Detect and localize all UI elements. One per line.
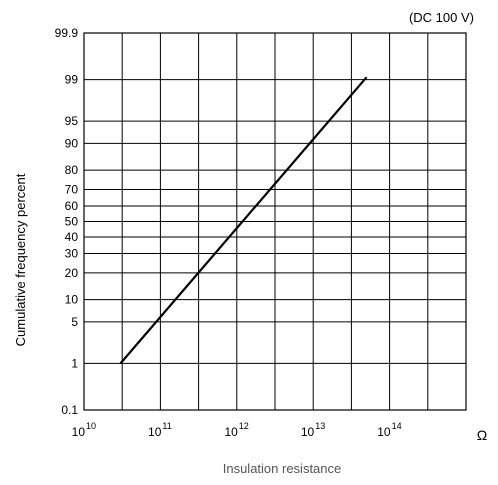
y-tick-label: 70 <box>65 183 79 197</box>
x-tick-exponent: 10 <box>86 421 96 431</box>
x-tick-labels: 10 10 10 11 10 12 10 13 10 14 <box>72 421 402 439</box>
y-tick-label: 5 <box>71 315 78 329</box>
y-tick-label: 20 <box>65 266 79 280</box>
x-tick-base: 10 <box>148 425 162 439</box>
x-unit-label: Ω <box>477 427 487 443</box>
y-tick-label: 90 <box>65 136 79 150</box>
x-tick-base: 10 <box>72 425 86 439</box>
y-tick-label: 95 <box>65 114 79 128</box>
x-tick-exponent: 13 <box>315 421 325 431</box>
y-tick-label: 99.9 <box>55 26 79 40</box>
x-tick-label: 10 14 <box>377 421 401 439</box>
x-tick-exponent: 11 <box>162 421 171 431</box>
y-tick-label: 40 <box>65 230 79 244</box>
series-line <box>119 76 368 365</box>
y-tick-label: 99 <box>65 73 79 87</box>
x-tick-label: 10 11 <box>148 421 172 439</box>
y-tick-label: 0.1 <box>61 403 78 417</box>
x-axis-title: Insulation resistance <box>223 461 342 476</box>
chart-annotation: (DC 100 V) <box>409 10 474 25</box>
x-tick-base: 10 <box>301 425 315 439</box>
y-tick-label: 30 <box>65 246 79 260</box>
series-layer <box>119 76 368 365</box>
x-tick-exponent: 14 <box>392 421 402 431</box>
y-tick-label: 1 <box>71 356 78 370</box>
x-tick-base: 10 <box>377 425 391 439</box>
x-tick-base: 10 <box>224 425 238 439</box>
grid <box>83 32 467 411</box>
y-axis-title: Cumulative frequency percent <box>13 173 28 346</box>
x-tick-label: 10 12 <box>224 421 248 439</box>
y-tick-label: 80 <box>65 163 79 177</box>
x-tick-label: 10 10 <box>72 421 96 439</box>
x-tick-exponent: 12 <box>239 421 249 431</box>
y-tick-label: 10 <box>65 293 79 307</box>
y-tick-label: 60 <box>65 199 79 213</box>
x-tick-label: 10 13 <box>301 421 325 439</box>
y-tick-label: 50 <box>65 215 79 229</box>
